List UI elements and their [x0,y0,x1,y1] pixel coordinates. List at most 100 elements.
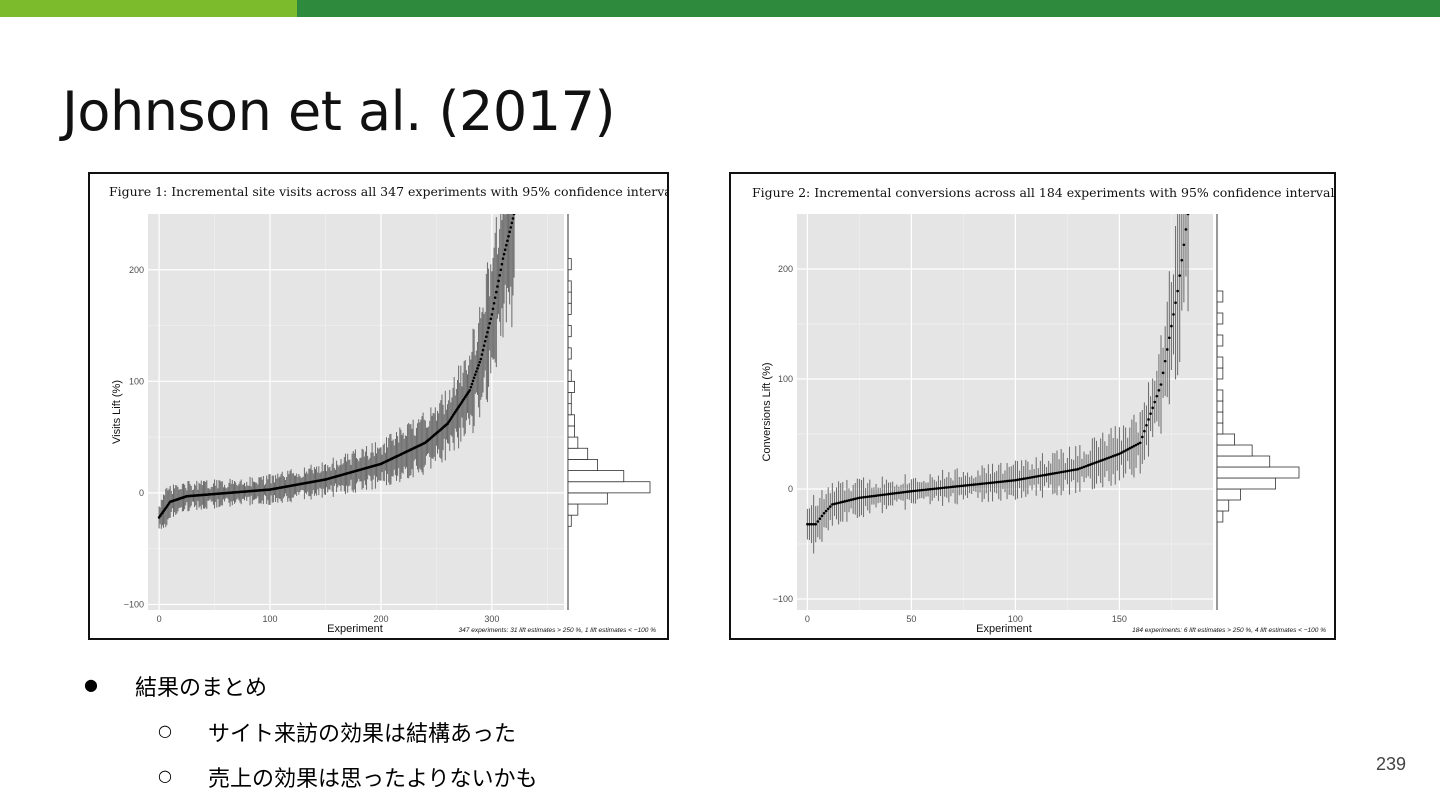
fig2-point-estimate [1066,469,1069,473]
fig2-point-estimate [1005,479,1009,483]
fig2-point-estimate [912,489,915,493]
fig1-histogram-bar [567,369,572,382]
fig2-point-estimate [1057,471,1061,474]
fig1-point-estimate [468,388,472,392]
fig2-point-estimate [903,490,907,494]
fig2-point-estimate [1045,473,1048,477]
fig2-point-estimate [862,495,865,499]
fig2-point-estimate [843,500,847,503]
fig2-y-tick-label: 100 [778,374,793,384]
fig2-point-estimate [945,486,949,489]
fig2-point-estimate [922,488,926,492]
fig2-y-tick-label: 200 [778,264,793,274]
fig2-point-estimate [1018,478,1021,481]
figure-2-chart: Figure 2: Incremental conversions across… [752,185,1334,635]
fig2-point-estimate [978,482,982,486]
fig2-point-estimate [1072,468,1075,472]
fig1-point-estimate [510,221,514,225]
fig2-point-estimate [835,502,838,505]
fig2-point-estimate [1041,474,1044,477]
fig2-point-estimate [1091,462,1094,466]
fig2-point-estimate [841,500,845,504]
fig1-histogram-bar [567,414,575,427]
fig2-point-estimate [1103,457,1107,461]
fig2-point-estimate [1109,455,1113,459]
fig2-histogram-bar [1216,334,1224,347]
fig2-point-estimate [920,488,924,492]
fig1-histogram-bar [567,503,579,516]
fig2-point-estimate [1003,480,1007,483]
fig2-point-estimate [1036,474,1040,478]
fig2-point-estimate [1113,454,1117,457]
fig1-histogram-bar [567,492,608,505]
fig2-footnote: 184 experiments: 6 lift estimates > 250 … [1132,627,1326,634]
fig2-point-estimate [1105,457,1109,460]
fig2-point-estimate [1061,470,1065,474]
fig2-histogram-bar [1216,422,1224,435]
fig2-point-estimate [939,486,942,490]
fig2-point-estimate [1028,476,1032,479]
fig1-point-estimate [509,226,513,229]
fig2-point-estimate [899,491,903,494]
fig2-point-estimate [874,494,878,497]
fig2-point-estimate [974,483,978,486]
fig2-point-estimate [851,498,855,501]
slide-title: Johnson et al. (2017) [62,80,616,143]
fig2-point-estimate [928,487,932,491]
fig2-point-estimate [868,495,872,498]
fig2-point-estimate [962,484,965,488]
fig2-point-estimate [1099,459,1102,463]
fig2-point-estimate [991,481,994,484]
fig2-point-estimate [856,497,859,500]
fig2-point-estimate [1053,471,1057,475]
fig2-histogram-bar [1216,466,1300,479]
fig1-point-estimate [485,335,488,339]
fig2-point-estimate [976,482,980,486]
fig2-point-estimate [908,490,911,493]
fig1-y-tick-label: 100 [129,376,144,386]
fig2-point-estimate [889,492,892,496]
fig2-point-estimate [987,481,990,485]
fig2-histogram-bar [1216,312,1224,325]
fig2-x-axis-title: Experiment [976,623,1032,635]
fig2-point-estimate [1124,449,1127,452]
fig2-point-estimate [810,522,813,526]
fig2-point-estimate [845,499,849,503]
fig2-point-estimate [1068,469,1071,472]
fig2-point-estimate [828,505,832,508]
fig2-point-estimate [1007,479,1011,483]
fig1-histogram-bar [567,302,572,315]
fig2-point-estimate [1064,470,1067,473]
bullet-site-visits: サイト来訪の効果は結構あった [208,722,517,747]
fig2-point-estimate [1009,479,1013,482]
fig2-point-estimate [880,493,884,497]
fig2-point-estimate [1138,441,1142,445]
fig1-histogram-bar [567,291,572,304]
fig1-point-estimate [489,317,493,321]
fig2-point-estimate [1178,274,1182,277]
fig2-histogram-bar [1216,477,1276,490]
fig2-point-estimate [864,495,867,499]
fig1-point-estimate [476,367,479,370]
fig2-title: Figure 2: Incremental conversions across… [752,185,1334,200]
fig2-point-estimate [858,496,861,500]
fig2-point-estimate [1076,467,1080,471]
fig2-point-estimate [837,501,840,505]
fig2-point-estimate [853,497,857,501]
fig2-point-estimate [1030,475,1034,479]
fig2-y-tick-label: 0 [788,484,793,494]
fig2-point-estimate [901,490,905,494]
fig1-point-estimate [512,214,516,216]
fig2-histogram-bar [1216,444,1253,457]
fig1-y-axis-title: Visits Lift (%) [111,380,123,444]
fig2-point-estimate [980,482,984,486]
fig1-point-estimate [490,313,494,316]
fig1-point-estimate [483,339,487,343]
fig2-point-estimate [1039,474,1042,478]
fig1-data-marks [157,214,516,529]
bullet-summary: 結果のまとめ [135,676,268,701]
fig2-point-estimate [1001,480,1005,483]
fig1-point-estimate [500,262,504,266]
fig1-histogram-bar [567,514,572,527]
fig2-point-estimate [1170,324,1173,328]
